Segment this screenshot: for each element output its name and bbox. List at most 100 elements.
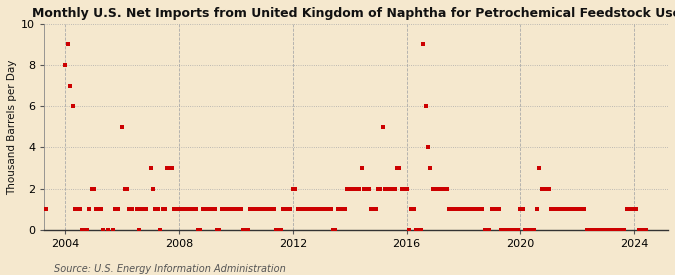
Point: [484, 228, 495, 232]
Point: [110, 207, 121, 211]
Point: [347, 186, 358, 191]
Point: [299, 207, 310, 211]
Point: [458, 207, 469, 211]
Point: [489, 207, 500, 211]
Point: [541, 186, 551, 191]
Point: [205, 207, 215, 211]
Point: [356, 166, 367, 170]
Point: [631, 207, 642, 211]
Point: [589, 228, 599, 232]
Point: [136, 207, 146, 211]
Point: [498, 228, 509, 232]
Point: [62, 42, 73, 47]
Point: [342, 186, 353, 191]
Point: [280, 207, 291, 211]
Point: [522, 228, 533, 232]
Point: [131, 207, 142, 211]
Point: [259, 207, 270, 211]
Point: [603, 228, 614, 232]
Point: [550, 207, 561, 211]
Point: [288, 186, 298, 191]
Text: Source: U.S. Energy Information Administration: Source: U.S. Energy Information Administ…: [54, 264, 286, 274]
Point: [338, 207, 348, 211]
Point: [318, 207, 329, 211]
Point: [107, 228, 118, 232]
Point: [325, 207, 336, 211]
Point: [451, 207, 462, 211]
Point: [591, 228, 601, 232]
Point: [79, 228, 90, 232]
Point: [465, 207, 476, 211]
Point: [472, 207, 483, 211]
Point: [368, 207, 379, 211]
Point: [477, 207, 488, 211]
Point: [197, 207, 208, 211]
Point: [622, 207, 632, 211]
Point: [60, 63, 71, 67]
Point: [567, 207, 578, 211]
Point: [363, 186, 374, 191]
Point: [510, 228, 521, 232]
Point: [619, 228, 630, 232]
Point: [91, 207, 102, 211]
Point: [188, 207, 198, 211]
Point: [200, 207, 211, 211]
Point: [628, 207, 639, 211]
Point: [354, 186, 364, 191]
Point: [245, 207, 256, 211]
Point: [285, 207, 296, 211]
Point: [558, 207, 568, 211]
Point: [526, 228, 537, 232]
Point: [375, 186, 386, 191]
Point: [382, 186, 393, 191]
Point: [72, 207, 83, 211]
Point: [266, 207, 277, 211]
Point: [171, 207, 182, 211]
Point: [233, 207, 244, 211]
Point: [252, 207, 263, 211]
Point: [219, 207, 230, 211]
Point: [520, 228, 531, 232]
Point: [186, 207, 196, 211]
Point: [119, 186, 130, 191]
Point: [432, 186, 443, 191]
Point: [572, 207, 583, 211]
Point: [304, 207, 315, 211]
Point: [475, 207, 485, 211]
Point: [212, 228, 223, 232]
Point: [482, 228, 493, 232]
Point: [82, 228, 92, 232]
Point: [423, 145, 433, 150]
Point: [328, 228, 339, 232]
Point: [190, 207, 201, 211]
Point: [236, 207, 246, 211]
Point: [463, 207, 474, 211]
Point: [169, 207, 180, 211]
Point: [358, 186, 369, 191]
Point: [479, 228, 490, 232]
Point: [74, 207, 85, 211]
Point: [173, 207, 184, 211]
Point: [453, 207, 464, 211]
Point: [429, 186, 440, 191]
Point: [122, 186, 132, 191]
Point: [231, 207, 242, 211]
Point: [290, 186, 300, 191]
Point: [162, 166, 173, 170]
Point: [443, 207, 454, 211]
Point: [408, 207, 419, 211]
Point: [410, 228, 421, 232]
Point: [389, 186, 400, 191]
Point: [223, 207, 234, 211]
Point: [275, 228, 286, 232]
Point: [564, 207, 575, 211]
Point: [493, 207, 504, 211]
Point: [294, 207, 305, 211]
Point: [548, 207, 559, 211]
Point: [610, 228, 620, 232]
Point: [313, 207, 324, 211]
Point: [352, 186, 362, 191]
Point: [638, 228, 649, 232]
Point: [373, 186, 383, 191]
Point: [406, 207, 416, 211]
